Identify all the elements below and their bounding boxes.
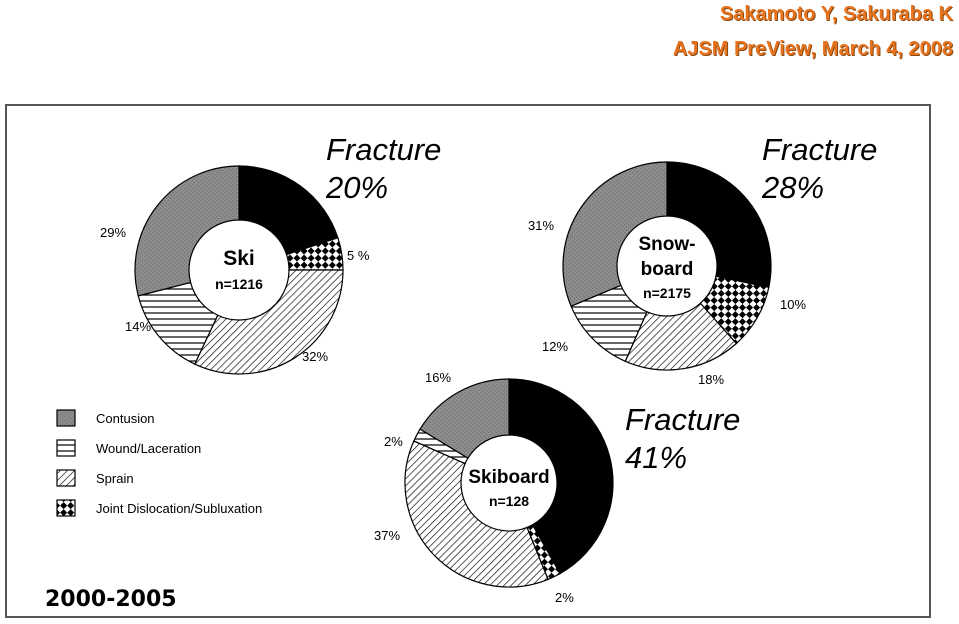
slice-percent-label: 32% — [302, 349, 328, 364]
slice-percent-label: 18% — [698, 372, 724, 387]
period-label: 2000-2005 — [45, 587, 177, 612]
legend-label: Wound/Laceration — [96, 441, 201, 456]
fracture-percent-label: 28% — [761, 170, 824, 205]
slice-sprain — [404, 440, 549, 588]
fracture-label: Fracture — [326, 132, 441, 167]
slice-percent-label: 10% — [780, 297, 806, 312]
slice-percent-label: 29% — [100, 225, 126, 240]
fracture-label: Fracture — [762, 132, 877, 167]
slice-sprain — [193, 269, 344, 375]
citation-journal: AJSM PreView, March 4, 2008 — [672, 38, 953, 60]
slice-percent-label: 2% — [555, 590, 574, 605]
legend-swatch-joint-dislocation-subluxation — [56, 499, 76, 517]
donut-sample-size: n=1216 — [215, 276, 263, 292]
donut-center-label: Snow- — [639, 234, 696, 255]
fracture-label: Fracture — [625, 402, 740, 437]
legend-swatch-contusion — [56, 409, 76, 427]
legend-label: Joint Dislocation/Subluxation — [96, 501, 262, 516]
slice-contusion — [134, 165, 240, 297]
slice-percent-label: 2% — [384, 434, 403, 449]
donut-sample-size: n=128 — [489, 493, 529, 509]
fracture-percent-label: 20% — [325, 170, 388, 205]
slice-fracture — [238, 165, 339, 256]
slice-percent-label: 31% — [528, 218, 554, 233]
legend-swatch-sprain — [56, 469, 76, 487]
legend: Contusion Wound/Laceration Sprain Joint Dis… — [56, 409, 262, 517]
slice-fracture — [508, 378, 614, 575]
fracture-percent-label: 41% — [625, 440, 687, 475]
slice-percent-label: 16% — [425, 370, 451, 385]
slice-percent-label: 12% — [542, 339, 568, 354]
slice-percent-label: 14% — [125, 319, 151, 334]
legend-label: Sprain — [96, 471, 134, 486]
slice-percent-label: 37% — [374, 528, 400, 543]
donut-center-label: board — [641, 259, 694, 280]
donut-center-label: Ski — [223, 247, 255, 270]
citation-authors: Sakamoto Y, Sakuraba K — [719, 3, 953, 25]
donut-sample-size: n=2175 — [643, 285, 691, 301]
slice-contusion — [562, 161, 668, 307]
legend-label: Contusion — [96, 411, 155, 426]
donut-center-label: Skiboard — [468, 467, 549, 488]
slice-fracture — [666, 161, 772, 289]
slice-contusion — [419, 378, 510, 459]
slice-percent-label: 5 % — [347, 248, 370, 263]
legend-swatch-wound-laceration — [56, 439, 76, 457]
